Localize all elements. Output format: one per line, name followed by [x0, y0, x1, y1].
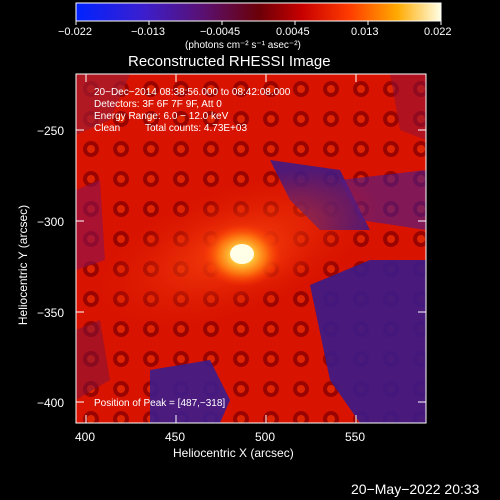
- colorbar-tick-label: 0.0045: [276, 26, 310, 38]
- plot-frame: [75, 73, 427, 424]
- x-tick-label: 450: [165, 430, 186, 444]
- annotation-detectors: Detectors: 3F 6F 7F 9F, Att 0: [94, 99, 222, 110]
- annotation-method: Clean: [94, 123, 121, 134]
- x-tick-label: 400: [75, 430, 96, 444]
- colorbar-tick-label: −0.013: [131, 26, 165, 38]
- y-tick-label: −350: [37, 306, 65, 320]
- x-axis-ticks: [85, 74, 357, 423]
- x-tick-label: 550: [345, 430, 366, 444]
- y-tick-label: −250: [37, 124, 65, 138]
- x-axis-label: Heliocentric X (arcsec): [173, 446, 294, 460]
- y-axis-ticks: [76, 129, 426, 403]
- colorbar-tick-label: −0.0045: [200, 26, 241, 38]
- annotation-time-range: 20−Dec−2014 08:38:56.000 to 08:42:08.000: [94, 87, 291, 98]
- y-axis-label: Heliocentric Y (arcsec): [16, 204, 30, 326]
- y-tick-label: −300: [37, 215, 65, 229]
- plot-title: Reconstructed RHESSI Image: [128, 53, 331, 70]
- annotation-energy: Energy Range: 6.0 − 12.0 keV: [94, 111, 229, 122]
- colorbar-tick-label: −0.022: [58, 26, 92, 38]
- rhessi-image: [76, 74, 426, 423]
- colorbar: [75, 2, 442, 22]
- annotation-peak: Position of Peak = [487,−318]: [94, 398, 226, 409]
- colorbar-tick-label: 0.022: [424, 26, 452, 38]
- x-tick-label: 500: [255, 430, 276, 444]
- colorbar-ticks: [75, 21, 442, 25]
- footer-timestamp: 20−May−2022 20:33: [351, 481, 480, 497]
- y-tick-label: −400: [37, 396, 65, 410]
- colorbar-unit-label: (photons cm⁻² s⁻¹ asec⁻²): [185, 40, 301, 51]
- colorbar-tick-label: 0.013: [351, 26, 379, 38]
- annotation-counts: Total counts: 4.73E+03: [145, 123, 248, 134]
